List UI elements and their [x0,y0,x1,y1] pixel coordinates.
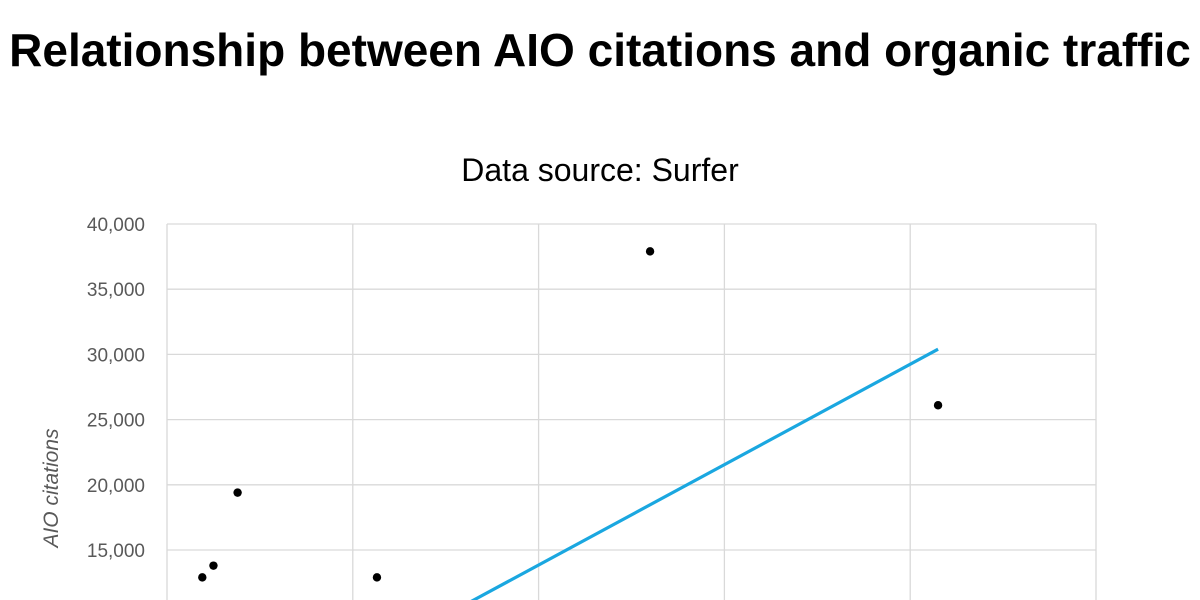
scatter-point [933,401,943,410]
y-tick-label: 30,000 [87,345,145,366]
y-tick-label: 25,000 [87,411,145,432]
y-tick-label: 40,000 [87,215,145,236]
chart-title-text: Relationship between AIO citations and o… [9,24,1191,76]
y-axis-ticks: 40,000 35,000 30,000 25,000 20,000 15,000 [87,215,145,562]
y-axis-title: AIO citations [40,428,63,550]
y-tick-label: 20,000 [87,476,145,497]
scatter-point [372,573,382,582]
chart-title: Relationship between AIO citations and o… [0,22,1200,78]
scatter-point [198,573,207,582]
data-points [198,247,943,582]
trendline-layer [470,347,939,600]
y-tick-label: 15,000 [87,541,145,562]
scatter-point [209,561,218,570]
chart-subtitle: Data source: Surfer [461,152,739,188]
scatter-point [645,247,655,256]
y-tick-label: 35,000 [87,280,145,301]
trendline [470,347,939,600]
scatter-point [233,488,242,497]
gridlines [166,223,1097,600]
